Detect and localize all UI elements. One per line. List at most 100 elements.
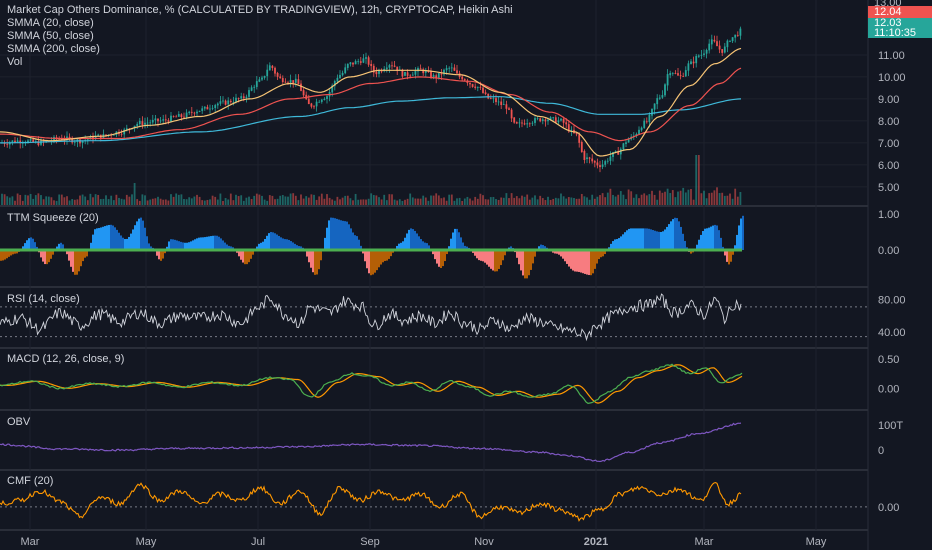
candle-body (588, 157, 591, 159)
squeeze-bar (440, 250, 442, 268)
candle-body (422, 69, 425, 74)
squeeze-bar (196, 238, 198, 250)
squeeze-bar (326, 227, 328, 250)
candle-body (619, 148, 622, 155)
squeeze-bar (292, 242, 294, 250)
volume-bar (125, 194, 128, 205)
squeeze-bar (524, 250, 526, 279)
rsi-tick-label: 40.00 (878, 327, 906, 339)
squeeze-bar (404, 237, 406, 250)
candle-body (593, 161, 596, 163)
squeeze-bar (260, 242, 262, 250)
squeeze-bar (136, 221, 138, 250)
volume-bar (193, 196, 196, 205)
squeeze-bar (122, 237, 124, 250)
candle-body (222, 100, 224, 102)
squeeze-bar (678, 221, 680, 250)
volume-bar (214, 196, 217, 205)
candle-body (515, 122, 518, 124)
squeeze-bar (378, 250, 380, 268)
volume-bar (679, 190, 682, 205)
legend-smma20[interactable]: SMMA (20, close) (7, 17, 94, 29)
volume-bar (700, 193, 703, 205)
squeeze-bar (640, 228, 642, 250)
squeeze-bar (480, 250, 482, 261)
legend-obv[interactable]: OBV (7, 416, 31, 428)
candle-body (482, 87, 484, 93)
candle-body (432, 75, 435, 77)
candle-body (34, 141, 37, 142)
volume-bar (128, 196, 131, 205)
candle-body (162, 119, 165, 121)
squeeze-bar (716, 225, 718, 250)
candle-body (648, 114, 651, 123)
squeeze-bar (4, 250, 6, 260)
candle-body (723, 46, 726, 53)
squeeze-bar (86, 250, 88, 257)
candle-body (89, 136, 92, 140)
squeeze-bar (500, 250, 502, 266)
squeeze-bar (446, 250, 448, 255)
squeeze-bar (278, 235, 280, 250)
squeeze-bar (592, 250, 594, 274)
volume-bar (648, 194, 651, 205)
volume-bar (398, 199, 401, 205)
squeeze-bar (356, 236, 358, 250)
squeeze-bar (224, 242, 226, 250)
legend-rsi[interactable]: RSI (14, close) (7, 293, 80, 305)
squeeze-bar (248, 250, 250, 263)
legend-smma50[interactable]: SMMA (50, close) (7, 30, 94, 42)
candle-body (201, 108, 204, 111)
candle-body (211, 107, 214, 109)
legend-squeeze[interactable]: TTM Squeeze (20) (7, 212, 99, 224)
candle-body (591, 158, 594, 162)
squeeze-bar (294, 243, 296, 250)
candle-body (445, 68, 448, 71)
squeeze-bar (584, 250, 586, 274)
squeeze-bar (328, 220, 330, 250)
volume-bar (81, 194, 84, 205)
legend-volume[interactable]: Vol (7, 56, 23, 68)
candle-body (448, 67, 451, 69)
squeeze-bar (330, 217, 332, 250)
legend-cmf[interactable]: CMF (20) (7, 475, 54, 487)
legend-macd[interactable]: MACD (12, 26, close, 9) (7, 353, 125, 365)
legend-smma200[interactable]: SMMA (200, close) (7, 43, 100, 55)
candle-body (580, 141, 583, 153)
candle-body (703, 53, 705, 55)
price-pane (0, 26, 742, 173)
squeeze-bar (670, 221, 672, 250)
volume-bar (393, 199, 396, 205)
candle-body (552, 117, 555, 119)
volume-bar (6, 196, 9, 205)
squeeze-bar (492, 250, 494, 271)
candle-body (292, 80, 295, 84)
candle-body (154, 118, 157, 121)
squeeze-bar (124, 239, 126, 250)
volume-bar (357, 199, 360, 205)
squeeze-bar (530, 250, 532, 270)
candle-body (268, 65, 271, 71)
squeeze-bar (742, 215, 744, 250)
candle-body (666, 74, 669, 86)
volume-bar (159, 198, 162, 205)
volume-bar (177, 194, 180, 205)
candle-body (710, 39, 713, 45)
candle-body (664, 84, 666, 96)
macd-tick-label: 0.50 (878, 354, 899, 366)
obv-line (0, 422, 742, 463)
volume-bar (721, 192, 724, 205)
x-tick-label: Mar (695, 536, 714, 548)
volume-bar (162, 199, 165, 205)
candle-body (697, 55, 700, 57)
volume-bar (27, 195, 29, 205)
price-tag-last-red: 12.04 (868, 6, 932, 18)
volume-bar (653, 194, 656, 205)
volume-bar (16, 193, 19, 205)
candle-body (736, 34, 739, 36)
candle-body (489, 97, 492, 99)
volume-bar (586, 197, 588, 205)
squeeze-bar (600, 250, 602, 258)
volume-bar (380, 199, 383, 205)
